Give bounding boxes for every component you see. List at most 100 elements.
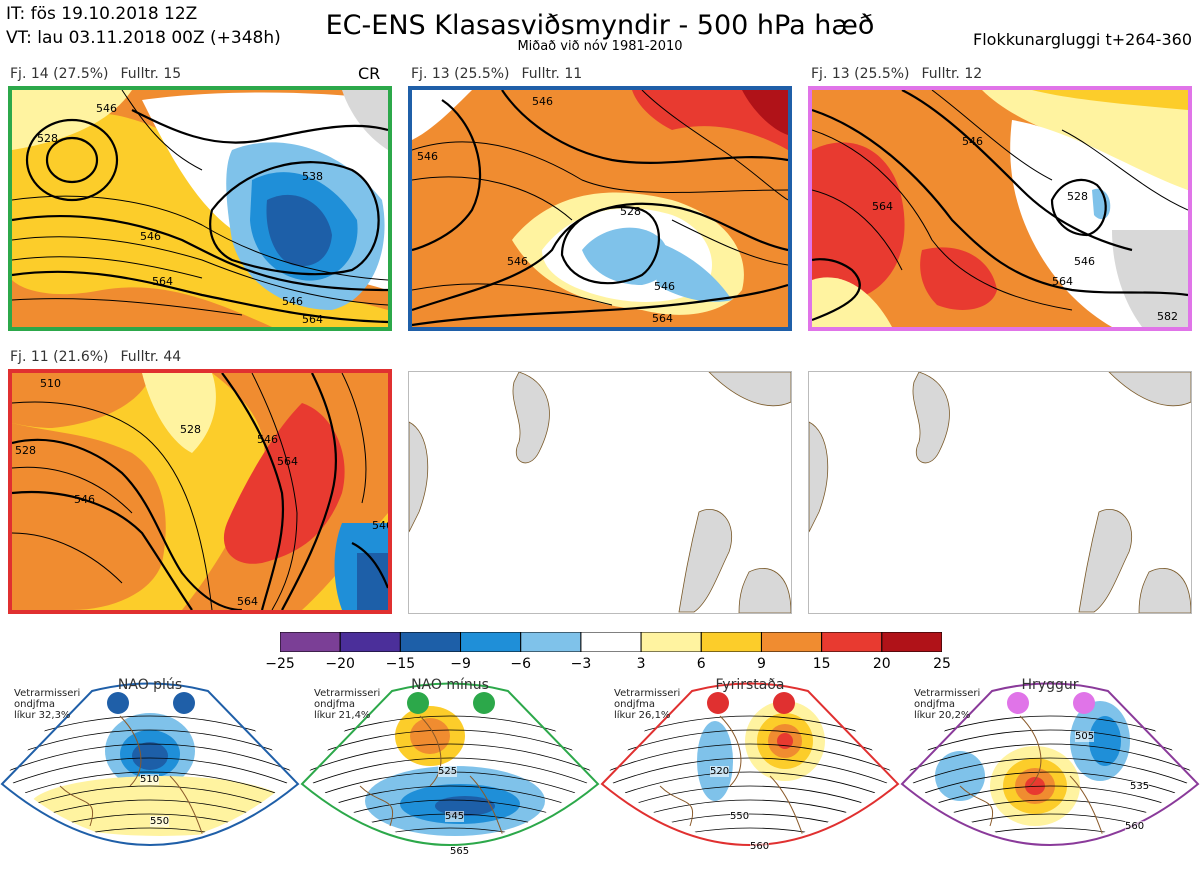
colorbar-swatch (399, 631, 462, 653)
anomaly-shading (435, 796, 495, 816)
p1-contour-label: 546 (140, 230, 161, 243)
panel-1-representative: Fulltr. 15 (120, 66, 182, 82)
p4-contour-label: 564 (277, 455, 298, 468)
regime-contour-label: 565 (450, 846, 470, 857)
colorbar (279, 631, 943, 653)
p1-contour-label: 564 (152, 275, 173, 288)
regime-note-line: líkur 32,3% (14, 710, 71, 721)
regime-marker-dot (107, 692, 129, 714)
colorbar-tick-label: −9 (450, 656, 471, 672)
p3-contour-label: 546 (1074, 255, 1095, 268)
page-subtitle: Miðað við nóv 1981-2010 (517, 39, 683, 54)
p2-contour-label: 564 (652, 312, 673, 325)
colorbar-tick-label: −20 (325, 656, 355, 672)
colorbar-swatch (520, 631, 582, 653)
colorbar-swatch (279, 631, 341, 653)
p1-contour-label: 546 (96, 102, 117, 115)
valid-time: VT: lau 03.11.2018 00Z (+348h) (6, 28, 281, 48)
regime-note-line: Vetrarmisseri (614, 688, 681, 699)
regime-marker-dot (1007, 692, 1029, 714)
panel-1-tag: CR (358, 64, 381, 83)
regime-note: Vetrarmisseri ondjfma líkur 26,1% (614, 688, 680, 721)
cluster-map-2: 546 546 528 546 546 564 (408, 86, 792, 331)
anomaly-shading (410, 718, 450, 754)
regime-marker-dot (473, 692, 495, 714)
regime-title: Fyrirstaða (715, 677, 785, 693)
p3-contour-label: 564 (872, 200, 893, 213)
regime-note: Vetrarmisseri ondjfma líkur 20,2% (914, 688, 980, 721)
regime-contour-label: 525 (438, 766, 458, 777)
panel-3-cluster: Fj. 13 (25.5%) (811, 66, 910, 82)
p1-contour-label: 538 (302, 170, 323, 183)
panel-3-label: Fj. 13 (25.5%) Fulltr. 12 (811, 66, 982, 82)
regime-note-line: líkur 21,4% (314, 710, 371, 721)
p1-contour-label: 564 (302, 313, 323, 326)
regime-wedge (0, 676, 300, 871)
p1-contour-label: 546 (282, 295, 303, 308)
panel-2-representative: Fulltr. 11 (521, 66, 583, 82)
panel-4-label: Fj. 11 (21.6%) Fulltr. 44 (10, 349, 181, 365)
colorbar-tick-label: −3 (570, 656, 592, 672)
p4-contour-label: 546 (257, 433, 278, 446)
p4-contour-label: 528 (180, 423, 201, 436)
regime-note-line: Vetrarmisseri (14, 688, 81, 699)
anomaly-shading (697, 721, 733, 801)
p4-contour-label: 510 (40, 377, 61, 390)
regime-note: Vetrarmisseri ondjfma líkur 21,4% (314, 688, 380, 721)
p1-contour-label: 528 (37, 132, 58, 145)
regime-marker-dot (407, 692, 429, 714)
colorbar-tick-label: 20 (872, 656, 891, 672)
regime-frame (0, 682, 300, 846)
regime-contour-label: 560 (750, 841, 770, 852)
colorbar-tick-label: 6 (696, 656, 706, 672)
colorbar-tick-label: −6 (510, 656, 532, 672)
colorbar-tick-label: 3 (636, 656, 646, 672)
colorbar-swatch (821, 631, 883, 653)
page-title: EC-ENS Klasasviðsmyndir - 500 hPa hæð (325, 10, 875, 41)
panel-3-representative: Fulltr. 12 (921, 66, 983, 82)
cluster-map-3: 546 564 528 546 564 582 (808, 86, 1192, 331)
cluster-map-4: 510 528 546 528 546 564 546 564 (8, 369, 392, 614)
p2-contour-label: 546 (417, 150, 438, 163)
regime-marker-dot (773, 692, 795, 714)
p4-contour-label: 546 (74, 493, 95, 506)
p4-contour-label: 564 (237, 595, 258, 608)
regime-contour-label: 535 (1130, 781, 1150, 792)
p2-contour-label: 546 (532, 95, 553, 108)
regime-contour-label: 560 (1125, 821, 1145, 832)
p3-contour-label: 528 (1067, 190, 1088, 203)
anomaly-shading (132, 742, 168, 770)
panel-2-label: Fj. 13 (25.5%) Fulltr. 11 (411, 66, 582, 82)
panel-1-label: Fj. 14 (27.5%) Fulltr. 15 (10, 66, 181, 82)
regime-note-line: ondjfma (914, 699, 955, 710)
colorbar-swatch (580, 631, 642, 653)
colorbar-swatch (881, 631, 943, 653)
regime-note-line: ondjfma (614, 699, 655, 710)
colorbar-swatch (339, 631, 401, 653)
panel-2-cluster: Fj. 13 (25.5%) (411, 66, 510, 82)
colorbar-swatch (760, 631, 823, 653)
colorbar-tick-label: 9 (756, 656, 766, 672)
panel-1-cluster: Fj. 14 (27.5%) (10, 66, 109, 82)
classification-window: Flokkunargluggi t+264-360 (973, 30, 1192, 49)
colorbar-tick-label: 15 (812, 656, 831, 672)
regime-title: NAO mínus (411, 677, 489, 693)
initial-time: IT: fös 19.10.2018 12Z (6, 4, 198, 24)
regime-note-line: ondjfma (314, 699, 355, 710)
regime-note-line: ondjfma (14, 699, 55, 710)
regime-frame (300, 682, 600, 846)
colorbar-swatch (460, 631, 522, 653)
regime-frame (600, 682, 900, 846)
regime-contour-label: 510 (140, 774, 160, 785)
regime-title: NAO plús (117, 677, 183, 693)
p4-contour-label: 546 (372, 519, 388, 532)
regime-contour-label: 550 (150, 816, 170, 827)
panel-4-cluster: Fj. 11 (21.6%) (10, 349, 109, 365)
colorbar-tick-label: −15 (385, 656, 416, 672)
regime-contour-label: 545 (445, 811, 465, 822)
empty-map-5 (408, 371, 792, 614)
regime-note-line: líkur 20,2% (914, 710, 971, 721)
p3-contour-label: 546 (962, 135, 983, 148)
regime-map (900, 682, 1200, 859)
regime-marker-dot (173, 692, 195, 714)
